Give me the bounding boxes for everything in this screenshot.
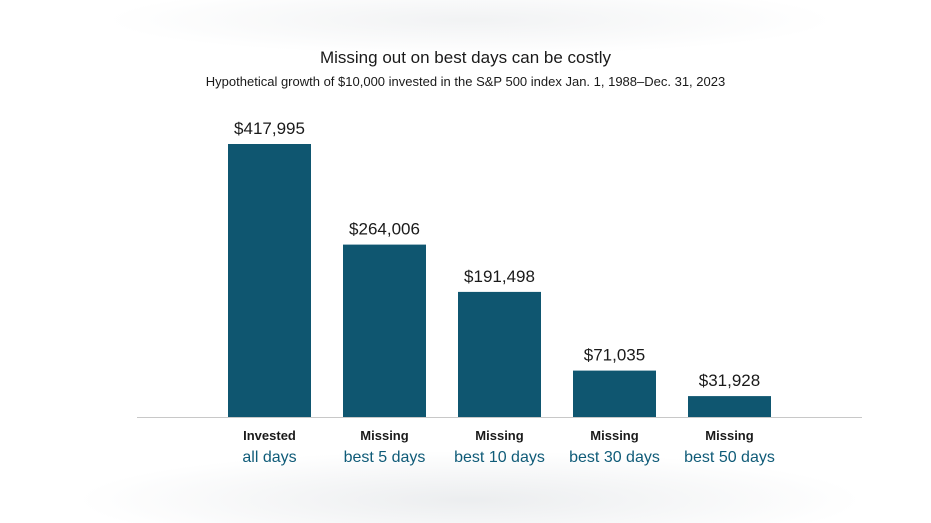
value-label-3: $71,035: [584, 346, 645, 365]
category-label-line2: best 10 days: [454, 449, 545, 466]
category-label-line1: Missing: [475, 428, 524, 443]
category-label-4: Missing best 50 days: [655, 428, 805, 469]
category-label-line2: best 30 days: [569, 449, 660, 466]
category-label-line2: best 5 days: [343, 449, 426, 466]
bar-2: [458, 291, 541, 417]
value-label-1: $264,006: [349, 220, 420, 239]
bar-1: [343, 244, 426, 417]
category-label-1: Missing best 5 days: [310, 428, 460, 469]
category-label-line1: Missing: [590, 428, 639, 443]
category-label-line2: best 50 days: [684, 449, 775, 466]
category-label-line1: Missing: [360, 428, 409, 443]
category-label-line1: Missing: [705, 428, 754, 443]
category-label-0: Invested all days: [195, 428, 345, 469]
chart-title: Missing out on best days can be costly: [319, 48, 612, 67]
category-label-line1: Invested: [243, 428, 296, 443]
value-labels-layer: $417,995 $264,006 $191,498 $71,035 $31,928: [234, 119, 760, 390]
value-label-2: $191,498: [464, 267, 535, 286]
bar-4: [688, 396, 771, 417]
bar-0: [228, 144, 311, 417]
category-label-2: Missing best 10 days: [425, 428, 575, 469]
value-label-0: $417,995: [234, 119, 305, 138]
bars-layer: [228, 144, 771, 417]
bar-3: [573, 370, 656, 417]
value-label-4: $31,928: [699, 371, 760, 390]
chart-subtitle: Hypothetical growth of $10,000 invested …: [205, 74, 726, 89]
category-label-3: Missing best 30 days: [540, 428, 690, 469]
category-label-line2: all days: [242, 449, 297, 466]
